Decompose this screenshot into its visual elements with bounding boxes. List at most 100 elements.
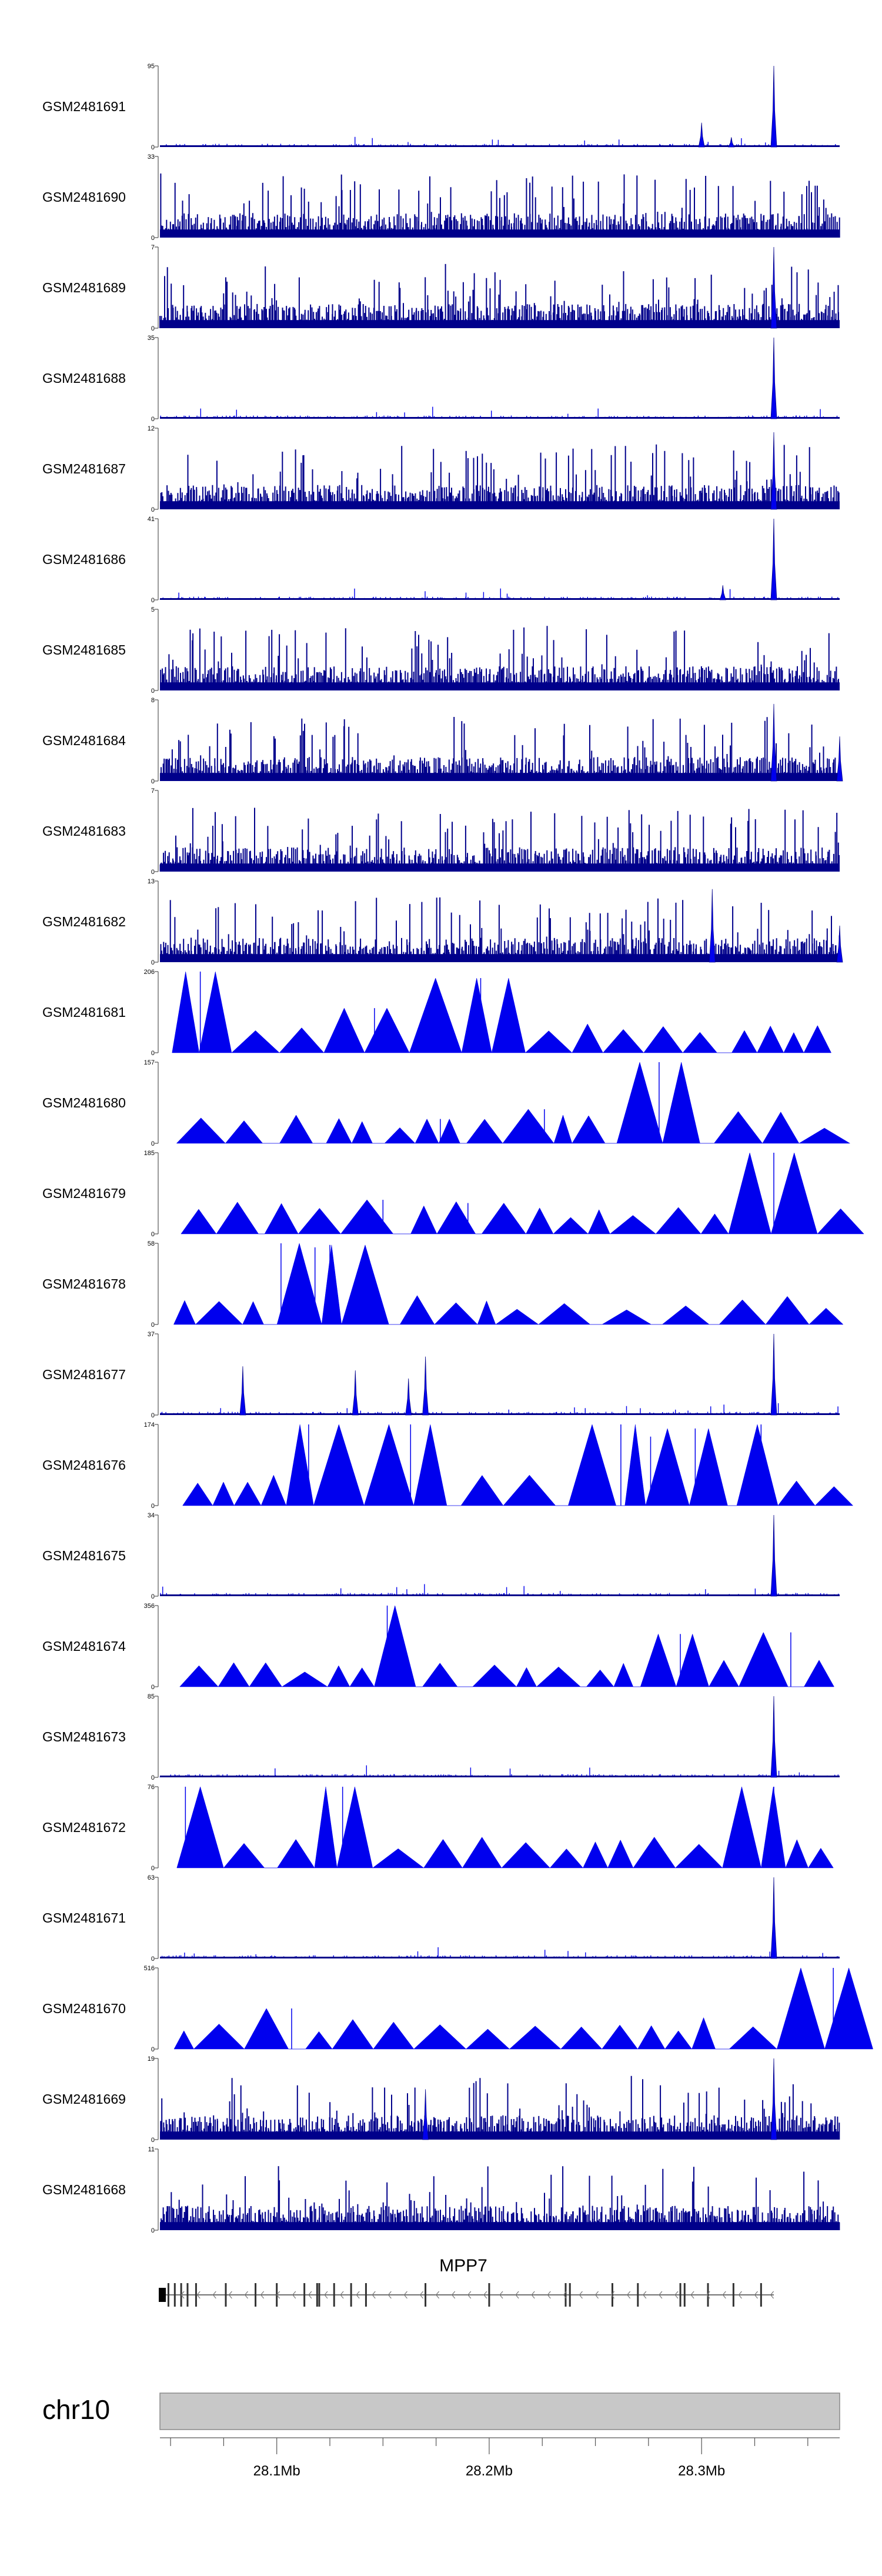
track-GSM2481671: GSM2481671 63 0: [42, 1874, 840, 1963]
signal-baseline-fill: [160, 954, 840, 962]
y-tick-label-max: 33: [148, 154, 155, 161]
track-label: GSM2481683: [42, 823, 126, 839]
y-tick-label-min: 0: [151, 1956, 155, 1963]
strand-arrow: [499, 2291, 503, 2299]
y-tick-label-max: 7: [151, 788, 155, 795]
track-label: GSM2481682: [42, 914, 126, 929]
strand-arrow: [754, 2291, 758, 2299]
strand-arrow: [181, 2291, 185, 2299]
track-label: GSM2481673: [42, 1729, 126, 1744]
y-tick-label-min: 0: [151, 688, 155, 695]
track-label: GSM2481685: [42, 642, 126, 658]
signal-peak: [770, 1696, 777, 1778]
y-tick-label-min: 0: [151, 869, 155, 876]
signal-bars: [160, 173, 840, 238]
y-tick-label-min: 0: [151, 1684, 155, 1691]
track-label: GSM2481689: [42, 280, 126, 295]
gene-exon: [707, 2283, 709, 2307]
strand-arrow: [579, 2291, 583, 2299]
signal-peak: [836, 736, 843, 782]
y-tick-label-max: 356: [144, 1603, 155, 1610]
signal-bars: [161, 1403, 838, 1415]
signal-area: [176, 1062, 851, 1144]
signal-baseline-fill: [160, 1776, 840, 1777]
strand-arrow: [308, 2291, 312, 2299]
strand-arrow: [594, 2291, 599, 2299]
track-label: GSM2481680: [42, 1095, 126, 1110]
signal-peak: [770, 1877, 777, 1959]
track-GSM2481691: GSM2481691 95 0: [42, 63, 840, 151]
gene-exon: [679, 2283, 681, 2307]
y-tick-label-min: 0: [151, 2137, 155, 2144]
y-tick-label-max: 76: [148, 1784, 155, 1791]
y-tick-label-min: 0: [151, 2046, 155, 2053]
track-GSM2481682: GSM2481682 13 0: [42, 878, 843, 966]
gene-exon: [333, 2283, 335, 2307]
strand-arrow: [706, 2291, 710, 2299]
signal-peak: [770, 1333, 777, 1416]
track-label: GSM2481687: [42, 461, 126, 476]
signal-baseline-fill: [160, 773, 840, 781]
strand-arrow: [770, 2291, 774, 2299]
strand-arrow: [531, 2291, 535, 2299]
track-label: GSM2481669: [42, 2091, 126, 2107]
track-GSM2481688: GSM2481688 35 0: [42, 335, 840, 423]
signal-baseline-fill: [160, 2131, 840, 2140]
signal-bars: [161, 2166, 840, 2230]
track-label: GSM2481675: [42, 1548, 126, 1563]
signal-area: [181, 1152, 864, 1234]
signal-bars: [159, 807, 840, 872]
y-tick-label-min: 0: [151, 1140, 155, 1147]
y-tick-label-min: 0: [151, 1865, 155, 1872]
y-tick-label-max: 11: [148, 2146, 155, 2153]
y-tick-label-min: 0: [151, 2227, 155, 2234]
track-label: GSM2481684: [42, 733, 126, 748]
chromosome-ideogram: [159, 2393, 840, 2430]
y-tick-label-max: 35: [148, 335, 155, 342]
y-tick-label-min: 0: [151, 597, 155, 604]
track-GSM2481686: GSM2481686 41 0: [42, 516, 840, 604]
strand-arrow: [244, 2291, 248, 2299]
strand-arrow: [659, 2291, 663, 2299]
track-GSM2481683: GSM2481683 7 0: [42, 788, 840, 876]
signal-area: [173, 1243, 844, 1325]
y-tick-label-max: 8: [151, 697, 155, 704]
gene-exon: [564, 2283, 567, 2307]
signal-baseline-fill: [160, 1957, 840, 1958]
strand-arrow: [419, 2291, 423, 2299]
signal-area: [179, 1605, 834, 1687]
y-tick-label-max: 174: [144, 1422, 155, 1429]
signal-bars: [160, 444, 840, 509]
signal-baseline-fill: [160, 501, 840, 509]
signal-peak: [770, 65, 777, 148]
strand-arrow: [435, 2291, 440, 2299]
y-tick-label-max: 34: [148, 1512, 155, 1519]
y-tick-label-min: 0: [151, 1322, 155, 1329]
y-tick-label-min: 0: [151, 959, 155, 966]
gene-exon: [173, 2283, 176, 2307]
track-label: GSM2481668: [42, 2182, 126, 2197]
track-label: GSM2481670: [42, 2001, 126, 2016]
strand-arrow: [626, 2291, 631, 2299]
track-GSM2481680: GSM2481680 157 0: [42, 1059, 851, 1147]
strand-arrow: [547, 2291, 551, 2299]
strand-arrow: [228, 2291, 232, 2299]
strand-arrow: [340, 2291, 344, 2299]
track-label: GSM2481690: [42, 189, 126, 205]
strand-arrow: [451, 2291, 456, 2299]
y-tick-label-max: 157: [144, 1059, 155, 1066]
track-label: GSM2481691: [42, 99, 126, 114]
signal-baseline-fill: [160, 229, 840, 238]
track-label: GSM2481681: [42, 1005, 126, 1020]
strand-arrow: [387, 2291, 392, 2299]
y-tick-label-min: 0: [151, 1593, 155, 1600]
gene-model: [159, 2283, 774, 2307]
signal-peak: [770, 337, 777, 419]
chromosome-label: chr10: [42, 2394, 110, 2425]
track-label: GSM2481677: [42, 1367, 126, 1382]
strand-arrow: [212, 2291, 216, 2299]
y-tick-label-min: 0: [151, 1412, 155, 1419]
signal-baseline-fill: [160, 320, 840, 328]
signal-bars: [160, 406, 840, 419]
